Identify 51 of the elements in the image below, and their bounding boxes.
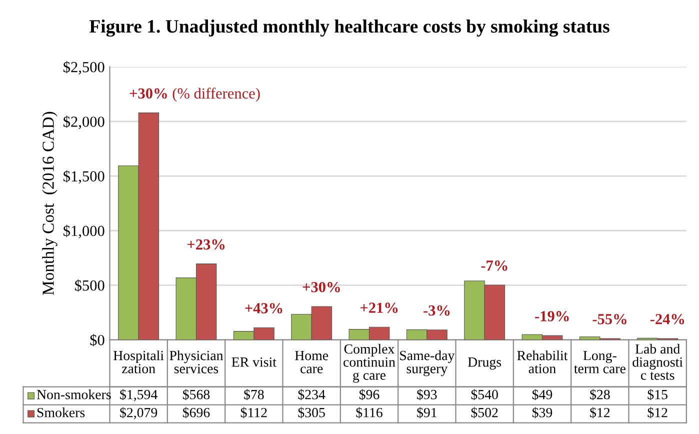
x-tick-label: Rehabilit ation (517, 350, 568, 374)
annotation: +23% (188, 239, 225, 250)
y-tick-label: $1,500 (64, 170, 104, 184)
data-label: $96 (359, 389, 380, 400)
annotation: (% difference) (172, 88, 260, 102)
x-tick-label: Same-day surgery (400, 350, 455, 376)
x-tick-label: Complex continuin g care (344, 344, 396, 383)
annotation: +21% (360, 302, 398, 313)
y-tick-label: $2,000 (64, 116, 104, 130)
annotation: +43% (245, 303, 282, 314)
annotation: +30% (302, 282, 340, 292)
data-label: $2,079 (120, 407, 158, 420)
y-tick-label: $0 (90, 334, 104, 346)
x-tick-label: Physician services (170, 350, 224, 374)
data-label: $234 (298, 389, 326, 400)
annotation: -24% (650, 314, 684, 324)
data-label: $91 (417, 407, 436, 418)
data-label: $39 (532, 407, 552, 418)
data-label: $78 (244, 389, 264, 400)
data-label: $696 (182, 407, 210, 418)
data-label: $12 (648, 407, 668, 418)
legend-label: Smokers (37, 408, 85, 418)
annotation: -55% (592, 314, 626, 324)
data-label: $112 (240, 407, 267, 418)
data-label: $15 (648, 389, 668, 400)
annotation: +30% (130, 88, 167, 99)
y-axis-title: Monthly Cost (2016 CAD) (42, 112, 58, 295)
data-label: $28 (590, 389, 610, 400)
x-tick-label: Long- term care (574, 350, 626, 374)
chart-title: Figure 1. Unadjusted monthly healthcare costs by smoking status (89, 20, 610, 37)
data-label: $1,594 (120, 389, 158, 402)
x-tick-label: Drugs (468, 358, 502, 370)
annotation: -7% (481, 260, 508, 271)
y-tick-label: $1,000 (64, 224, 104, 238)
x-tick-label: Home care (295, 351, 328, 374)
x-tick-label: Hospitali zation (114, 350, 164, 374)
y-tick-label: $500 (74, 279, 104, 292)
data-label: $116 (356, 407, 382, 418)
data-label: $568 (182, 389, 210, 400)
annotation: -19% (535, 311, 569, 322)
annotation: -3% (424, 305, 450, 316)
x-tick-label: ER visit (232, 357, 276, 367)
data-label: $49 (532, 389, 552, 400)
data-label: $12 (590, 407, 610, 418)
data-label: $93 (417, 389, 437, 400)
data-label: $305 (298, 407, 325, 418)
legend-label: Non-smokers (36, 389, 111, 400)
data-label: $502 (471, 407, 498, 418)
y-tick-label: $2,500 (64, 61, 104, 74)
x-tick-label: Lab and diagnosti c tests (632, 344, 683, 380)
data-label: $540 (471, 389, 498, 400)
